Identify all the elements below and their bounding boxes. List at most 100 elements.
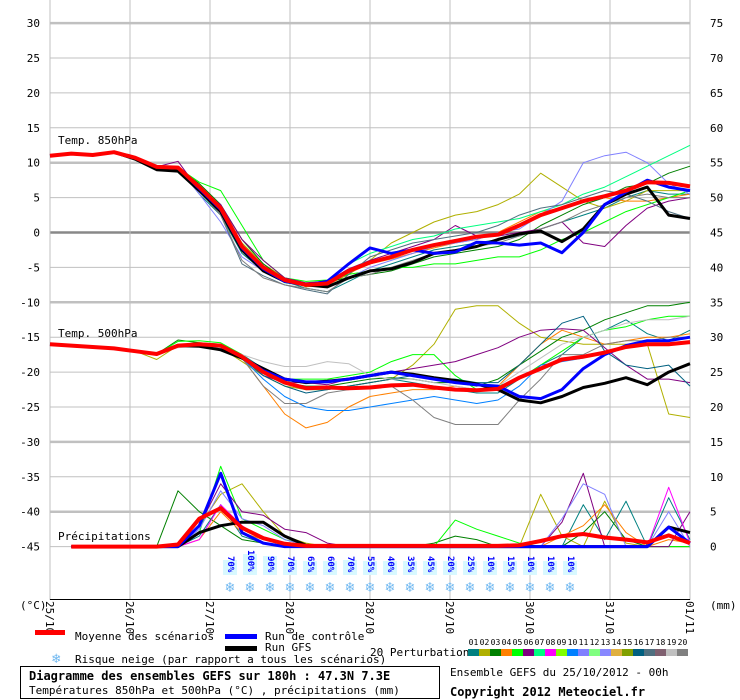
right-tick-label: 60	[710, 122, 723, 135]
right-unit-label: (mm)	[710, 599, 737, 612]
snow-risk-percent: 40%	[385, 555, 395, 572]
snowflake-icon: ❄	[305, 578, 315, 596]
legend-snow-label: Risque neige (par rapport a tous les scé…	[75, 653, 387, 666]
snow-risk-bar	[283, 560, 297, 575]
right-tick-label: 25	[710, 366, 723, 379]
snow-risk-percent: 65%	[305, 555, 315, 572]
snow-risk-item: 55% ❄	[363, 540, 377, 597]
legend-mean-swatch	[35, 630, 65, 635]
x-tick-label: 30/10	[523, 601, 536, 635]
snow-risk-item: 70% ❄	[283, 540, 297, 597]
left-tick-label: -45	[20, 541, 40, 554]
title-box: Diagramme des ensembles GEFS sur 180h : …	[20, 666, 440, 699]
snow-risk-percent: 100%	[245, 550, 255, 572]
left-tick-label: -25	[20, 401, 40, 414]
swatch-number: 11	[578, 638, 589, 647]
snow-risk-bar	[563, 561, 577, 575]
swatch-number: 14	[611, 638, 622, 647]
left-tick-label: 10	[27, 157, 40, 170]
left-tick-label: 30	[27, 17, 40, 30]
perturbation-swatch	[589, 649, 600, 656]
snow-risk-percent: 10%	[545, 555, 555, 572]
left-tick-label: 20	[27, 87, 40, 100]
snowflake-icon: ❄	[425, 578, 435, 596]
snow-risk-item: 100% ❄	[243, 540, 257, 597]
panel-label-850: Temp. 850hPa	[58, 134, 138, 147]
perturbation-swatch	[501, 649, 512, 656]
left-tick-label: 0	[33, 227, 40, 240]
right-tick-label: 20	[710, 401, 723, 414]
snow-risk-bar	[343, 560, 357, 575]
perturbation-swatch	[666, 649, 677, 656]
perturbation-swatch	[523, 649, 534, 656]
perturbation-swatch	[479, 649, 490, 656]
right-tick-label: 40	[710, 261, 723, 274]
snow-risk-percent: 35%	[405, 555, 415, 572]
perturbation-swatch	[644, 649, 655, 656]
snow-risk-item: 10% ❄	[523, 540, 537, 597]
legend-gfs-label: Run GFS	[265, 641, 312, 654]
right-tick-label: 75	[710, 17, 723, 30]
swatch-number: 03	[490, 638, 501, 647]
legend-mean-label: Moyenne des scénarios	[75, 630, 215, 643]
left-tick-label: 5	[33, 192, 40, 205]
swatch-number: 12	[589, 638, 600, 647]
snow-risk-item: 10% ❄	[563, 540, 577, 597]
snow-risk-item: 40% ❄	[383, 540, 397, 597]
perturbation-swatch	[633, 649, 644, 656]
snow-risk-percent: 70%	[225, 555, 235, 572]
snowflake-icon: ❄	[565, 578, 575, 596]
left-tick-label: -20	[20, 366, 40, 379]
snow-risk-item: 70% ❄	[223, 540, 237, 597]
perturbation-swatch	[611, 649, 622, 656]
perturbation-swatch	[490, 649, 501, 656]
gfs-run-line	[49, 150, 691, 289]
snow-risk-item: 90% ❄	[263, 540, 277, 597]
snowflake-icon: ❄	[385, 578, 395, 596]
snowflake-icon: ❄	[345, 578, 355, 596]
left-tick-label: 15	[27, 122, 40, 135]
snowflake-icon: ❄	[525, 578, 535, 596]
perturbation-swatch	[567, 649, 578, 656]
snow-risk-bar	[463, 561, 477, 575]
snow-risk-percent: 90%	[265, 555, 275, 572]
right-tick-label: 30	[710, 331, 723, 344]
perturbation-swatch	[468, 649, 479, 656]
swatch-number: 01	[468, 638, 479, 647]
perturbation-swatch	[534, 649, 545, 656]
panel-label-precip: Précipitations	[58, 530, 151, 543]
x-tick-label: 28/10	[363, 601, 376, 635]
left-tick-label: -40	[20, 506, 40, 519]
snow-risk-bar	[483, 561, 497, 575]
snow-risk-bar	[383, 561, 397, 575]
left-tick-label: 25	[27, 52, 40, 65]
snow-risk-item: 65% ❄	[303, 540, 317, 597]
snow-risk-bar	[403, 561, 417, 575]
snow-risk-bar	[503, 561, 517, 575]
right-tick-label: 70	[710, 52, 723, 65]
left-tick-label: -30	[20, 436, 40, 449]
snow-risk-percent: 15%	[505, 555, 515, 572]
swatch-number: 20	[677, 638, 688, 647]
right-tick-label: 5	[710, 506, 717, 519]
snowflake-icon: ❄	[485, 578, 495, 596]
swatch-number: 04	[501, 638, 512, 647]
run-info: Ensemble GEFS du 25/10/2012 - 00h	[450, 666, 669, 679]
snow-risk-percent: 70%	[345, 555, 355, 572]
right-tick-label: 15	[710, 436, 723, 449]
right-tick-label: 55	[710, 157, 723, 170]
snow-risk-bar	[363, 561, 377, 575]
swatch-number: 05	[512, 638, 523, 647]
legend-gfs-swatch	[225, 646, 257, 651]
swatch-number: 07	[534, 638, 545, 647]
ensemble-mean-line	[71, 506, 691, 549]
snow-risk-percent: 60%	[325, 555, 335, 572]
x-tick-label: 29/10	[443, 601, 456, 635]
perturbation-swatch	[545, 649, 556, 656]
chart-subtitle: Températures 850hPa et 500hPa (°C) , pré…	[29, 684, 400, 697]
snow-risk-percent: 45%	[425, 555, 435, 572]
swatch-number: 08	[545, 638, 556, 647]
swatch-number: 19	[666, 638, 677, 647]
